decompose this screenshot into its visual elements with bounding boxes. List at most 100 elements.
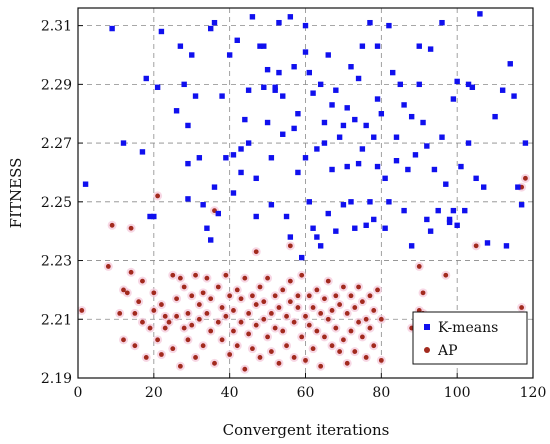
x-tick-label: 40	[221, 385, 239, 401]
kmeans-point	[299, 254, 305, 261]
kmeans-point	[374, 163, 381, 170]
kmeans-point	[158, 28, 165, 35]
kmeans-point	[355, 75, 362, 82]
kmeans-point	[329, 166, 335, 173]
ap-point	[261, 299, 267, 305]
kmeans-point	[291, 125, 297, 132]
kmeans-point	[401, 102, 407, 108]
kmeans-point	[321, 119, 328, 126]
kmeans-point	[280, 131, 286, 137]
ap-point	[193, 272, 198, 278]
kmeans-point	[253, 213, 259, 220]
ap-point	[341, 337, 346, 343]
kmeans-point	[325, 52, 331, 58]
ap-point	[200, 343, 206, 349]
kmeans-point	[359, 146, 366, 152]
kmeans-point	[314, 234, 320, 240]
kmeans-point	[276, 69, 282, 76]
kmeans-point	[382, 175, 388, 182]
ap-point	[359, 334, 365, 340]
ap-point	[325, 278, 331, 284]
x-tick-label: 80	[372, 385, 390, 401]
ap-point	[121, 337, 126, 343]
ap-point	[121, 287, 126, 293]
ap-point	[227, 293, 233, 299]
ap-point	[234, 287, 240, 293]
ap-point	[155, 337, 161, 343]
ap-point	[140, 319, 145, 325]
ap-points-layer	[77, 173, 530, 374]
kmeans-point	[287, 234, 294, 240]
ap-point	[196, 316, 202, 322]
ap-point	[306, 293, 312, 299]
kmeans-point	[154, 84, 161, 90]
ap-point	[303, 313, 308, 319]
kmeans-point	[245, 140, 252, 146]
kmeans-point	[302, 22, 309, 29]
ap-point	[299, 334, 305, 340]
ap-point	[174, 313, 179, 319]
kmeans-point	[238, 146, 244, 152]
kmeans-point	[465, 140, 472, 146]
ap-point	[250, 346, 255, 352]
ap-point	[231, 328, 236, 334]
kmeans-point	[397, 81, 403, 88]
y-tick-label: 2.31	[41, 19, 72, 35]
kmeans-point	[261, 84, 267, 90]
kmeans-point	[454, 222, 460, 229]
kmeans-point	[223, 155, 229, 161]
kmeans-point	[465, 81, 472, 88]
kmeans-point	[515, 184, 521, 190]
ap-point	[223, 313, 229, 319]
ap-point	[219, 337, 225, 343]
kmeans-point	[446, 216, 453, 223]
ap-point	[295, 293, 301, 299]
kmeans-point	[416, 81, 422, 88]
kmeans-point	[196, 155, 203, 161]
ap-point	[363, 316, 369, 322]
kmeans-point	[363, 122, 369, 129]
kmeans-point	[211, 19, 218, 26]
kmeans-point	[151, 213, 157, 220]
kmeans-point	[355, 160, 362, 167]
ap-point	[238, 296, 244, 302]
kmeans-point	[215, 210, 221, 217]
ap-point	[261, 316, 267, 322]
kmeans-point	[257, 43, 263, 49]
ap-point	[246, 331, 252, 337]
ap-point	[276, 305, 282, 310]
x-tick-label: 120	[520, 385, 547, 401]
ap-point	[189, 293, 195, 299]
kmeans-point	[367, 19, 373, 26]
kmeans-point	[336, 134, 343, 140]
ap-point	[238, 319, 244, 325]
ap-point	[268, 349, 274, 354]
kmeans-point	[261, 43, 267, 49]
legend-ap-marker	[424, 347, 430, 353]
kmeans-point	[507, 61, 513, 67]
ap-point	[212, 360, 217, 366]
ap-point	[143, 355, 149, 360]
ap-point	[348, 293, 354, 299]
ap-point	[473, 243, 479, 249]
ap-point	[128, 225, 134, 231]
kmeans-point	[189, 52, 195, 58]
kmeans-point	[295, 169, 301, 176]
ap-point	[253, 302, 259, 307]
ap-point	[359, 299, 365, 305]
ap-point	[295, 305, 301, 310]
kmeans-point	[374, 96, 381, 102]
ap-point	[177, 275, 183, 281]
kmeans-point	[378, 111, 385, 117]
kmeans-point	[348, 199, 354, 205]
kmeans-point	[280, 93, 286, 99]
kmeans-point	[291, 64, 297, 70]
ap-point	[523, 175, 528, 181]
kmeans-point	[522, 140, 529, 146]
kmeans-point	[226, 52, 233, 58]
ap-point	[378, 357, 384, 363]
kmeans-point	[242, 116, 248, 123]
kmeans-point	[431, 166, 438, 173]
ap-point	[284, 313, 289, 319]
ap-point	[280, 287, 286, 293]
